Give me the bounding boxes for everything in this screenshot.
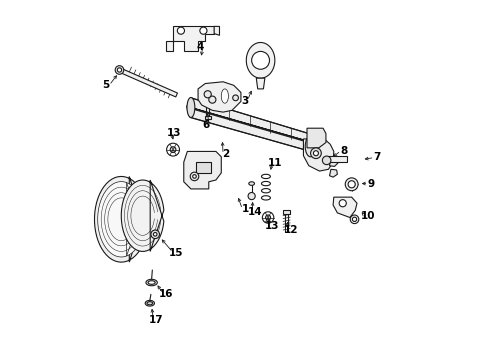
Polygon shape	[121, 180, 163, 251]
Ellipse shape	[248, 182, 254, 185]
Polygon shape	[329, 169, 337, 177]
Circle shape	[177, 27, 184, 34]
Polygon shape	[214, 26, 219, 35]
Circle shape	[251, 51, 269, 69]
Text: 11: 11	[267, 158, 282, 168]
Circle shape	[192, 175, 196, 178]
Circle shape	[262, 212, 273, 223]
Circle shape	[339, 200, 346, 207]
Polygon shape	[186, 98, 312, 151]
Polygon shape	[94, 176, 146, 262]
Circle shape	[232, 95, 238, 101]
Text: 6: 6	[202, 120, 209, 130]
Ellipse shape	[305, 136, 315, 157]
Circle shape	[115, 66, 123, 74]
Ellipse shape	[147, 302, 152, 305]
Text: 12: 12	[283, 225, 298, 235]
Polygon shape	[329, 158, 337, 166]
Polygon shape	[183, 152, 221, 189]
Circle shape	[322, 156, 330, 165]
Text: 2: 2	[222, 149, 229, 159]
Text: 10: 10	[360, 211, 374, 221]
Circle shape	[170, 147, 176, 153]
Circle shape	[349, 215, 358, 224]
Text: 9: 9	[367, 179, 374, 189]
Text: 14: 14	[247, 207, 262, 217]
Circle shape	[151, 230, 159, 239]
Text: 1: 1	[241, 204, 248, 214]
Polygon shape	[246, 42, 274, 78]
Polygon shape	[119, 68, 177, 97]
Circle shape	[313, 151, 318, 156]
Circle shape	[208, 96, 216, 103]
Text: 4: 4	[196, 42, 203, 52]
Polygon shape	[98, 181, 143, 257]
Polygon shape	[165, 41, 173, 51]
Text: 5: 5	[102, 80, 110, 90]
Ellipse shape	[148, 281, 155, 284]
Circle shape	[345, 178, 357, 191]
Polygon shape	[303, 138, 333, 171]
Circle shape	[166, 143, 179, 156]
Circle shape	[153, 233, 157, 236]
Bar	[327, 157, 346, 162]
Polygon shape	[306, 128, 325, 148]
Circle shape	[247, 193, 255, 200]
Text: 13: 13	[264, 221, 279, 231]
Bar	[196, 162, 210, 173]
Circle shape	[117, 68, 122, 72]
Text: 13: 13	[167, 128, 182, 138]
Text: 15: 15	[168, 248, 183, 257]
Ellipse shape	[145, 300, 154, 306]
Ellipse shape	[186, 98, 194, 117]
Circle shape	[347, 181, 354, 188]
Bar	[204, 116, 210, 119]
Circle shape	[190, 172, 198, 181]
Circle shape	[265, 215, 270, 220]
Text: 8: 8	[340, 146, 346, 156]
Circle shape	[203, 91, 211, 98]
Circle shape	[200, 27, 206, 34]
Polygon shape	[256, 78, 264, 89]
Text: 3: 3	[241, 96, 247, 106]
Circle shape	[310, 148, 321, 158]
Bar	[283, 210, 289, 214]
Ellipse shape	[145, 279, 157, 286]
Text: 7: 7	[373, 153, 380, 162]
Polygon shape	[198, 82, 241, 112]
Text: 16: 16	[158, 289, 173, 298]
Circle shape	[352, 217, 356, 221]
Text: 17: 17	[149, 315, 163, 325]
Polygon shape	[332, 197, 356, 217]
Polygon shape	[173, 26, 214, 51]
Ellipse shape	[221, 89, 228, 103]
